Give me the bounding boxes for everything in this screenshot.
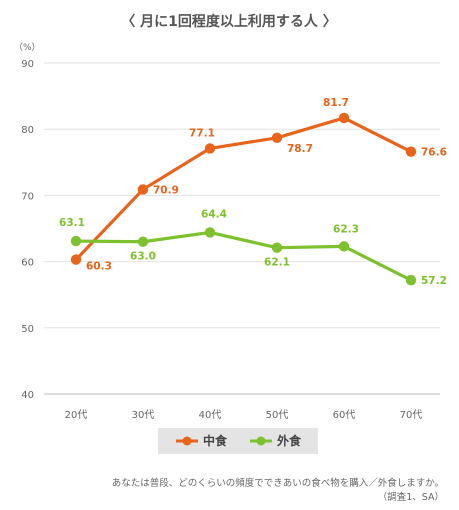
y-unit-label: （%） bbox=[14, 42, 41, 53]
y-tick-label: 70 bbox=[21, 191, 34, 202]
footnote-survey: （調査1、SA） bbox=[378, 491, 444, 503]
grid-lines bbox=[44, 62, 440, 395]
data-label: 62.3 bbox=[333, 223, 359, 235]
series-line-nakashoku bbox=[74, 116, 412, 261]
data-labels-layer: 60.3 70.9 77.1 78.7 81.7 76.6 63.1 63.0 64.4 62.1… bbox=[59, 97, 447, 287]
y-axis-ticks: 40 50 60 70 80 90 bbox=[21, 59, 34, 401]
legend-label: 外食 bbox=[277, 433, 302, 448]
footnote-question: あなたは普段、どのくらいの頻度でできあいの食べ物を購入／外食しますか。 bbox=[112, 477, 444, 489]
series-line-gaishoku bbox=[75, 230, 412, 282]
data-point bbox=[137, 184, 149, 195]
data-point bbox=[204, 143, 216, 154]
x-axis-ticks: 20代 30代 40代 50代 60代 70代 bbox=[65, 409, 423, 421]
data-label: 78.7 bbox=[287, 143, 313, 155]
data-label: 57.2 bbox=[421, 275, 447, 287]
x-tick-label: 20代 bbox=[65, 409, 88, 421]
data-label: 70.9 bbox=[153, 184, 179, 196]
y-tick-label: 90 bbox=[21, 59, 34, 70]
data-label: 63.0 bbox=[130, 251, 156, 263]
y-tick-label: 40 bbox=[21, 390, 34, 401]
x-tick-label: 60代 bbox=[333, 409, 356, 421]
data-point bbox=[405, 274, 417, 286]
data-point bbox=[338, 241, 350, 252]
data-label: 62.1 bbox=[264, 257, 290, 269]
x-tick-label: 50代 bbox=[266, 409, 289, 421]
series-layer bbox=[70, 112, 417, 286]
data-point bbox=[204, 227, 216, 238]
x-tick-label: 70代 bbox=[400, 409, 423, 421]
data-point bbox=[405, 146, 417, 157]
data-label: 81.7 bbox=[323, 97, 349, 109]
legend-label: 中食 bbox=[203, 433, 228, 448]
data-point bbox=[271, 242, 283, 253]
data-point bbox=[271, 132, 283, 144]
y-tick-label: 80 bbox=[21, 125, 34, 136]
legend-marker bbox=[182, 436, 192, 446]
chart-title: 〈 月に1回程度以上利用する人 〉 bbox=[121, 13, 337, 30]
y-tick-label: 50 bbox=[21, 324, 34, 335]
legend-marker bbox=[256, 436, 266, 446]
data-label: 77.1 bbox=[189, 127, 215, 139]
x-tick-label: 40代 bbox=[199, 409, 222, 421]
legend: 中食 外食 bbox=[158, 428, 318, 454]
data-label: 76.6 bbox=[421, 147, 447, 159]
x-tick-label: 30代 bbox=[132, 409, 155, 421]
data-point bbox=[70, 254, 82, 265]
data-point bbox=[70, 235, 82, 247]
data-label: 60.3 bbox=[86, 261, 112, 273]
data-point bbox=[338, 112, 350, 124]
data-label: 63.1 bbox=[59, 217, 85, 229]
y-tick-label: 60 bbox=[21, 258, 34, 269]
data-label: 64.4 bbox=[201, 208, 227, 220]
data-point bbox=[137, 236, 149, 247]
